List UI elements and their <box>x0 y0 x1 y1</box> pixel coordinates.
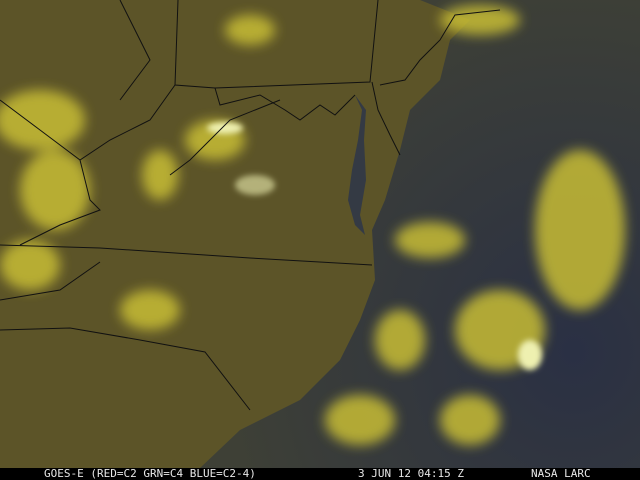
image-caption-bar: GOES-E (RED=C2 GRN=C4 BLUE=C2-4) 3 JUN 1… <box>0 468 640 480</box>
product-label: GOES-E (RED=C2 GRN=C4 BLUE=C2-4) <box>44 467 256 480</box>
chesapeake-bay <box>348 95 366 235</box>
source-label: NASA LARC <box>531 467 591 480</box>
state-borders <box>0 0 501 411</box>
satellite-image <box>0 0 640 468</box>
datetime-label: 3 JUN 12 04:15 Z <box>358 467 464 480</box>
bright-clouds <box>207 122 542 370</box>
